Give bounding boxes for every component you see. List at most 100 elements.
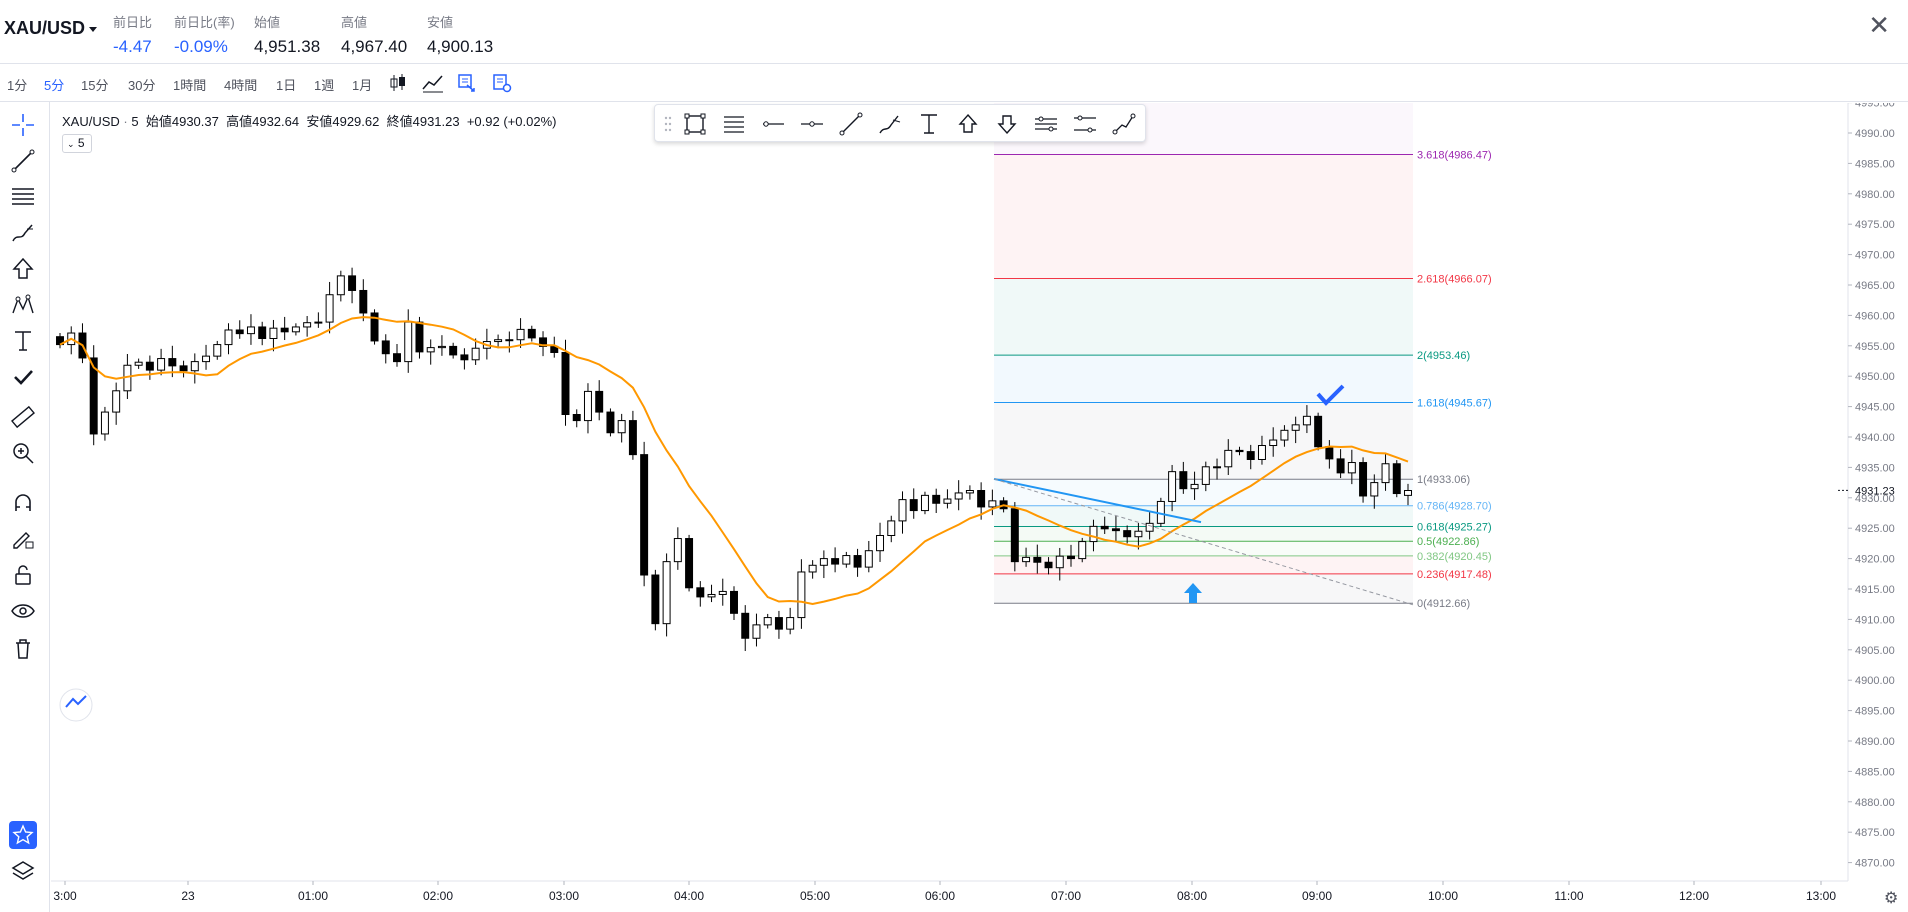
time-axis-label: 10:00: [1428, 889, 1458, 903]
price-axis-label: 4925.00: [1855, 523, 1895, 535]
candle-body: [786, 617, 795, 630]
visibility-tool[interactable]: [9, 597, 37, 625]
layers-icon: [11, 861, 35, 880]
legend-open: 4930.37: [171, 114, 219, 129]
fib-level-label: 1.618(4945.67): [1417, 398, 1492, 410]
interval-badge[interactable]: ⌄ 5: [62, 134, 92, 153]
lock-tool[interactable]: [9, 561, 37, 589]
candle-body: [303, 322, 312, 328]
interval-1w[interactable]: 1週: [314, 78, 335, 93]
fib-level-label: 0.786(4928.70): [1417, 501, 1492, 513]
candle-body: [348, 275, 357, 291]
interval-4h[interactable]: 4時間: [224, 78, 258, 93]
brush-button[interactable]: [876, 110, 904, 138]
fib-level-label: 0.236(4917.48): [1417, 569, 1492, 581]
arrow-tool[interactable]: [9, 255, 37, 283]
candle-body: [1302, 415, 1311, 426]
star-icon: [12, 824, 34, 845]
candle-body: [954, 492, 963, 500]
time-axis-label: 11:00: [1554, 889, 1583, 903]
magnet-tool[interactable]: [9, 489, 37, 517]
horizontal-ray-button[interactable]: [759, 110, 787, 138]
settings-template-icon[interactable]: [492, 73, 512, 98]
candlestick-type-icon[interactable]: [389, 73, 407, 98]
compare-icon[interactable]: [457, 73, 477, 98]
candle-body: [819, 558, 828, 566]
trend-line: [993, 477, 1202, 524]
interval-1h[interactable]: 1時間: [173, 78, 207, 93]
favorites-tool[interactable]: [9, 821, 37, 849]
parallel-channel-button[interactable]: [1071, 110, 1099, 138]
price-chart[interactable]: 4995.00 4990.00 4985.00 4980.00 4975.00 4970.…: [51, 103, 1908, 912]
candle-body: [808, 564, 817, 573]
trendline-tool[interactable]: [9, 147, 37, 175]
close-icon[interactable]: ✕: [1868, 10, 1890, 40]
interval-15m[interactable]: 15分: [81, 78, 109, 93]
candle-body: [494, 339, 503, 343]
draw-lock-tool[interactable]: [9, 525, 37, 553]
candle-body: [673, 538, 682, 563]
horizontal-line-icon: [801, 121, 823, 127]
text-measure-icon: [921, 114, 937, 134]
arrow-up-button[interactable]: [954, 110, 982, 138]
text-button[interactable]: [915, 110, 943, 138]
indicators-icon[interactable]: [422, 73, 444, 98]
rectangle-icon: [684, 113, 706, 135]
stat-label: 始値: [254, 15, 281, 30]
candle-body: [550, 345, 559, 353]
plot-area: [51, 103, 1848, 881]
drag-handle-icon[interactable]: [663, 115, 673, 133]
interval-5m[interactable]: 5分: [44, 78, 65, 93]
fib-retracement-icon: [724, 116, 744, 133]
settings-lines-button[interactable]: [1032, 110, 1060, 138]
candle-body: [100, 411, 109, 435]
brush-tool[interactable]: [9, 219, 37, 247]
interval-30m[interactable]: 30分: [128, 78, 156, 93]
text-tool[interactable]: [9, 327, 37, 355]
interval-1d[interactable]: 1日: [276, 78, 297, 93]
interval-1mo[interactable]: 1月: [352, 78, 373, 93]
fib-level-label: 2.618(4966.07): [1417, 273, 1492, 285]
object-tree-tool[interactable]: [9, 857, 37, 885]
crosshair-tool[interactable]: [9, 111, 37, 139]
confirm-tool[interactable]: [9, 363, 37, 391]
check-marker: [1316, 384, 1345, 406]
time-axis-label: 23: [181, 889, 195, 903]
path-button[interactable]: [1110, 110, 1138, 138]
candle-body: [1257, 445, 1266, 460]
rectangle-button[interactable]: [681, 110, 709, 138]
candle-body: [1347, 462, 1356, 474]
candle-body: [932, 494, 941, 504]
candle-body: [404, 321, 413, 363]
fib-zone-band: [994, 154, 1413, 279]
pattern-tool[interactable]: [9, 291, 37, 319]
legend-change: +0.92 (+0.02%): [466, 114, 557, 129]
horizontal-line-button[interactable]: [798, 110, 826, 138]
ruler-tool[interactable]: [9, 403, 37, 431]
stat-low: 安値 4,900.13: [427, 12, 493, 57]
candle-body: [325, 294, 334, 323]
arrow-down-button[interactable]: [993, 110, 1021, 138]
trend-line-button[interactable]: [837, 110, 865, 138]
interval-1m[interactable]: 1分: [7, 78, 28, 93]
candle-body: [1145, 522, 1154, 532]
symbol-selector[interactable]: XAU/USD: [4, 18, 98, 39]
fib-level-label: 0.618(4925.27): [1417, 522, 1492, 534]
fib-tool[interactable]: [9, 183, 37, 211]
fib-button[interactable]: [720, 110, 748, 138]
candle-body: [393, 353, 401, 363]
stat-change-percent: 前日比(率) -0.09%: [174, 12, 235, 57]
delete-tool[interactable]: [9, 635, 37, 663]
candle-body: [1359, 462, 1368, 497]
crosshair-icon: [12, 114, 34, 136]
stat-high: 高値 4,967.40: [341, 12, 407, 57]
horizontal-ray-icon: [763, 121, 784, 127]
parallel-channel-icon: [1074, 115, 1096, 133]
candle-body: [606, 411, 615, 434]
interval-bar: 1分 5分 15分 30分 1時間 4時間 1日 1週 1月: [0, 64, 1908, 102]
time-axis-label: 03:00: [549, 889, 579, 903]
zoom-tool[interactable]: [9, 439, 37, 467]
legend-close-label: 終値: [386, 114, 413, 129]
time-axis-label: 05:00: [800, 889, 830, 903]
candle-body: [572, 414, 581, 422]
